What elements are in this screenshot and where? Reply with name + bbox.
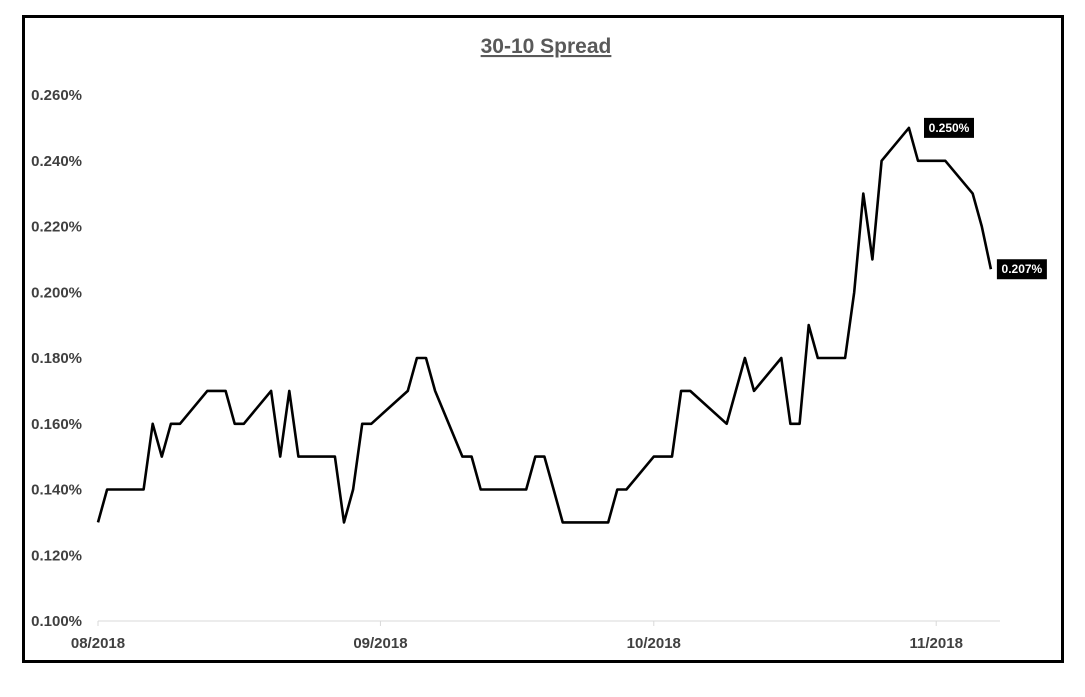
y-tick-label: 0.200% (31, 284, 82, 301)
line-chart: 30-10 Spread 0.100%0.120%0.140%0.160%0.1… (31, 35, 1047, 652)
x-tick-label: 10/2018 (627, 635, 681, 652)
y-tick-label: 0.120% (31, 547, 82, 564)
y-tick-label: 0.240% (31, 153, 82, 170)
chart-title: 30-10 Spread (481, 35, 612, 58)
y-tick-label: 0.140% (31, 482, 82, 499)
data-label: 0.250% (924, 117, 974, 138)
series-line (96, 126, 993, 524)
x-tick-label: 11/2018 (910, 635, 963, 652)
x-tick-label: 08/2018 (71, 635, 125, 652)
data-label-text: 0.250% (929, 121, 970, 135)
y-tick-label: 0.100% (31, 613, 82, 630)
data-label-box (924, 117, 974, 138)
x-tick-label: 09/2018 (353, 635, 407, 652)
y-tick-label: 0.220% (31, 219, 82, 236)
y-tick-label: 0.260% (31, 87, 82, 104)
data-label-text: 0.207% (1002, 262, 1043, 276)
data-label-box (996, 259, 1047, 280)
x-axis-ticks: 08/2018 09/2018 10/2018 11/2018 (71, 621, 963, 652)
y-axis-ticks: 0.100% 0.120% 0.140% 0.160% 0.180% 0.200% 0.22… (31, 87, 82, 630)
y-tick-label: 0.180% (31, 350, 82, 367)
chart-frame: 30-10 Spread 0.100% 0.120% 0.140% 0.160% 0.1… (22, 15, 1064, 663)
data-labels: 0.250% 0.207% (924, 117, 1047, 280)
y-tick-label: 0.160% (31, 416, 82, 433)
data-label: 0.207% (996, 259, 1047, 280)
